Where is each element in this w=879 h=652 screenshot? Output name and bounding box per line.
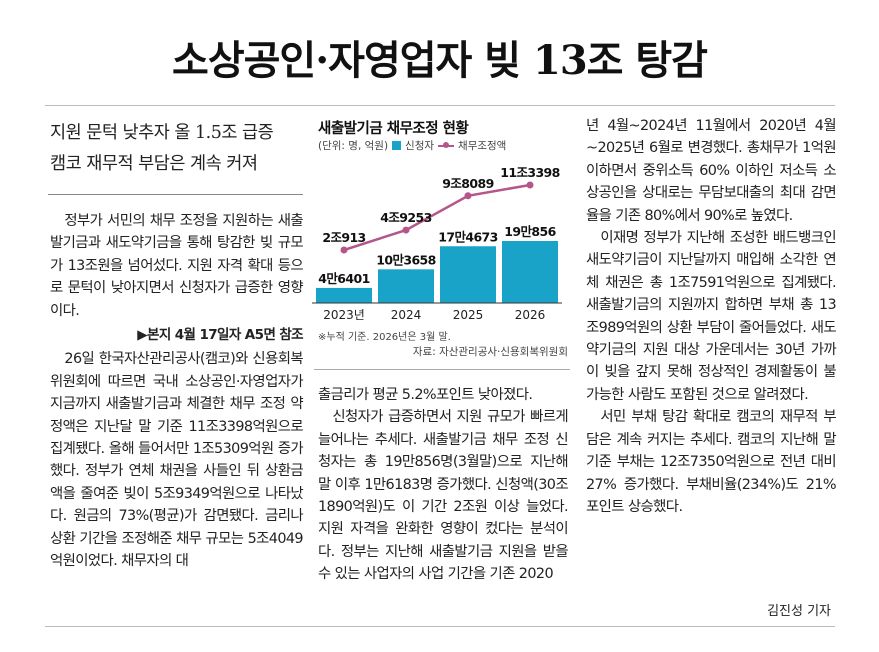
reference-note: ▶본지 4월 17일자 A5면 참조: [137, 327, 303, 344]
x-tick-label: 2024: [391, 308, 422, 322]
bar-2026: [502, 241, 558, 303]
paragraph: 년 4월~2024년 11월에서 2020년 4월~2025년 6월로 변경했다…: [586, 118, 837, 224]
legend-swatch-bar: [392, 141, 402, 150]
bar-value-label: 10만3658: [376, 252, 436, 267]
headline: 소상공인·자영업자 빚 13조 탕감: [172, 37, 708, 84]
line-value-label: 2조913: [322, 230, 365, 245]
x-tick-label: 2026: [515, 308, 546, 322]
paragraph: 신청자가 급증하면서 지원 규모가 빠르게 늘어나는 추세다. 새출발기금 채무…: [318, 409, 569, 583]
subheadline: 지원 문턱 낮추자 올 1.5조 급증 캠코 재무적 부담은 계속 커져: [50, 118, 300, 180]
byline: 김진성 기자: [767, 604, 831, 619]
bar-value-label: 17만4673: [438, 229, 498, 244]
line-point-2024: [402, 226, 410, 234]
bar-2023년: [316, 287, 372, 303]
paragraph: 정부가 서민의 채무 조정을 지원하는 새출발기금과 새도약기금을 통해 탕감한…: [50, 213, 304, 319]
subheadline-line-1: 지원 문턱 낮추자 올 1.5조 급증: [50, 123, 274, 143]
bar-value-label: 4만6401: [318, 271, 369, 286]
subheadline-line-2: 캠코 재무적 부담은 계속 커져: [50, 154, 258, 174]
article-column-1: 정부가 서민의 채무 조정을 지원하는 새출발기금과 새도약기금을 통해 탕감한…: [50, 210, 304, 573]
line-value-label: 9조8089: [442, 176, 493, 191]
line-point-2023년: [340, 246, 348, 254]
line-point-2025: [464, 192, 472, 200]
paragraph: 26일 한국자산관리공사(캠코)와 신용회복위원회에 따르면 국내 소상공인·자…: [50, 351, 304, 570]
chart-source: 자료: 자산관리공사·신용회복위원회: [412, 346, 568, 358]
subheadline-divider: [48, 194, 303, 195]
paragraph: 출금리가 평균 5.2%포인트 낮아졌다.: [318, 387, 533, 403]
chart-legend: (단위: 명, 억원) 신청자 채무조정액: [318, 138, 506, 153]
bottom-divider: [45, 626, 835, 627]
line-point-2026: [526, 181, 534, 189]
chart-unit: (단위: 명, 억원): [318, 140, 389, 152]
paragraph: 서민 부채 탕감 확대로 캠코의 재무적 부담은 계속 커지는 추세다. 캠코의…: [586, 409, 837, 515]
chart-footnote: ※누적 기준. 2026년은 3월 말.: [318, 332, 451, 343]
top-divider: [45, 105, 835, 106]
x-tick-label: 2023년: [323, 308, 365, 322]
line-value-label: 4조9253: [380, 210, 431, 225]
x-tick-label: 2025: [453, 308, 484, 322]
line-value-label: 11조3398: [500, 165, 560, 180]
chart-title: 새출발기금 채무조정 현황: [318, 121, 469, 137]
bar-2025: [440, 246, 496, 303]
article-column-3: 년 4월~2024년 11월에서 2020년 4월~2025년 6월로 변경했다…: [586, 115, 837, 518]
legend-label-adjusted: 채무조정액: [458, 140, 507, 152]
bar-2024: [378, 269, 434, 303]
legend-label-applicants: 신청자: [405, 140, 435, 152]
line-series: [343, 183, 531, 252]
paragraph: 이재명 정부가 지난해 조성한 배드뱅크인 새도약기금이 지난달까지 매입해 소…: [586, 230, 837, 403]
bar-value-label: 19만856: [504, 224, 556, 239]
article-column-2: 출금리가 평균 5.2%포인트 낮아졌다. 신청자가 급증하면서 지원 규모가 …: [318, 384, 569, 586]
legend-swatch-line: [438, 142, 455, 148]
chart-divider: [314, 369, 570, 370]
